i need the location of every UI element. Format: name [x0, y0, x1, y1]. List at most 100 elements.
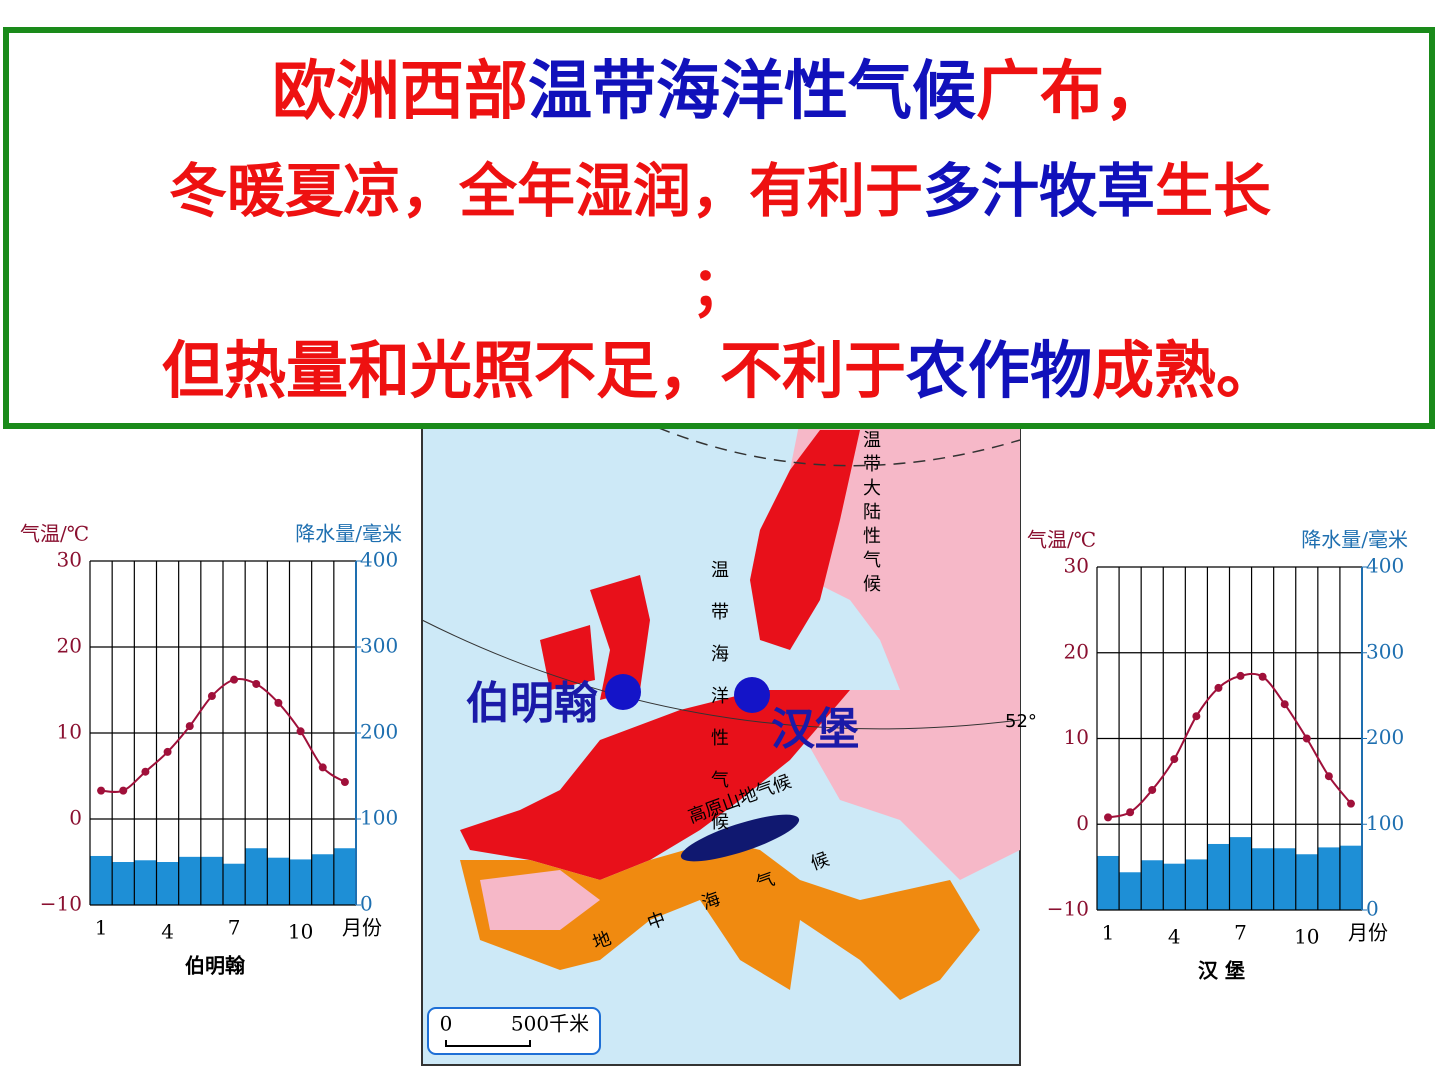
header-box: [3, 27, 1435, 429]
temperature-point: [1302, 734, 1311, 743]
precip-bar: [289, 859, 312, 905]
temperature-point: [252, 679, 261, 688]
maritime-label: 温带海洋性气候: [708, 560, 729, 854]
mediterranean-region: [460, 840, 980, 1000]
scale-box: [427, 1007, 601, 1055]
temperature-point: [185, 722, 194, 731]
x-tick-label: 4: [161, 920, 174, 944]
precip-bar: [333, 848, 356, 905]
latitude-line: [421, 619, 1021, 730]
header-segment: 广布，: [976, 55, 1168, 129]
x-tick-label: 4: [1168, 925, 1181, 949]
header-segment: 生长: [1155, 157, 1271, 225]
precip-bar: [1185, 859, 1208, 910]
temperature-point: [163, 747, 172, 756]
precip-bar: [1141, 860, 1164, 910]
y2-tick-label: 200: [360, 720, 398, 744]
x-tick-label: 1: [95, 916, 108, 940]
precip-bar: [1295, 854, 1318, 910]
x-tick-label: 7: [228, 916, 241, 940]
y-tick-label: 0: [1076, 811, 1089, 835]
scandinavia-coast: [750, 430, 860, 650]
temperature-point: [1258, 672, 1267, 681]
city-label: 汉堡: [771, 704, 859, 755]
y2-tick-label: 100: [1366, 811, 1404, 835]
scale-end: 500千米: [511, 1012, 589, 1036]
y2-axis-label: 降水量/毫米: [1301, 528, 1408, 552]
precip-bar: [1317, 847, 1340, 910]
highland-region: [680, 814, 800, 862]
y2-tick-label: 0: [1366, 897, 1379, 921]
map: 52° 温带大陆性气候 温带海洋性气候 高原山地气候 地中海气候 0 500千米…: [421, 399, 1037, 1066]
chart-title: 伯明翰: [185, 954, 245, 978]
x-tick-label: 10: [288, 920, 313, 944]
temperature-point: [1126, 808, 1135, 817]
y2-tick-label: 200: [1366, 725, 1404, 749]
latitude-label: 52°: [1005, 711, 1037, 732]
city-label: 伯明翰: [466, 678, 598, 729]
arctic-circle: [639, 419, 1021, 467]
precip-bar: [156, 862, 179, 905]
temperature-point: [230, 675, 239, 684]
x-tick-label: 10: [1294, 925, 1319, 949]
temperature-point: [97, 786, 106, 795]
x-tick-label: 7: [1234, 921, 1247, 945]
precip-bar: [245, 848, 268, 905]
header-segment: ；: [691, 254, 749, 322]
precip-bar: [178, 856, 201, 905]
precip-bar: [1163, 863, 1186, 910]
header-line: 但热量和光照不足，不利于农作物成熟。: [162, 334, 1278, 407]
y2-tick-label: 400: [1366, 554, 1404, 578]
header-segment: 冬暖夏凉，全年湿润，有利于: [169, 157, 923, 225]
y-tick-label: 30: [1064, 554, 1089, 578]
temperature-point: [1214, 683, 1223, 692]
temperature-point: [1148, 785, 1157, 794]
y2-tick-label: 0: [360, 892, 373, 916]
temperature-point: [1324, 772, 1333, 781]
y2-tick-label: 300: [360, 634, 398, 658]
precip-bar: [1229, 837, 1252, 910]
y2-tick-label: 100: [360, 806, 398, 830]
precip-bar: [1339, 845, 1362, 910]
temperature-point: [1192, 712, 1201, 721]
y-tick-label: 10: [57, 720, 82, 744]
temperature-point: [274, 698, 283, 707]
temperature-point: [340, 778, 349, 787]
y-axis-label: 气温/℃: [1027, 528, 1096, 552]
header-segment: 但热量和光照不足，不利于: [162, 334, 906, 407]
header-segment: 欧洲西部: [272, 55, 528, 129]
x-axis-label: 月份: [342, 916, 382, 940]
precip-bar: [134, 860, 157, 905]
y-tick-label: 30: [57, 548, 82, 572]
header-line: 欧洲西部温带海洋性气候广布，: [272, 55, 1168, 129]
precip-bar: [1207, 843, 1230, 910]
city-dot: [605, 674, 641, 710]
precip-bar: [90, 855, 113, 905]
header-segment: 农作物: [906, 334, 1092, 407]
temperature-point: [119, 786, 128, 795]
britain: [590, 575, 650, 700]
precip-bar: [267, 857, 290, 905]
temperature-point: [1280, 700, 1289, 709]
y-tick-label: 10: [1064, 725, 1089, 749]
header: 欧洲西部温带海洋性气候广布， 冬暖夏凉，全年湿润，有利于多汁牧草生长 ； 但热量和光照…: [162, 55, 1278, 408]
y-axis-label: 气温/℃: [20, 522, 89, 546]
header-segment: 温带海洋性气候: [528, 55, 977, 129]
continental-label: 温带大陆性气候: [860, 430, 881, 598]
temperature-point: [141, 767, 150, 776]
precip-bar: [112, 862, 135, 905]
maritime-region: [460, 690, 850, 880]
temperature-point: [207, 692, 216, 701]
precip-bar: [1251, 848, 1274, 910]
precip-bar: [223, 863, 246, 905]
precip-bar: [1097, 855, 1120, 910]
header-segment: 多汁牧草: [923, 157, 1155, 225]
temperature-point: [1236, 671, 1245, 680]
y-tick-label: −10: [40, 892, 82, 916]
ireland: [540, 625, 595, 690]
temperature-point: [296, 727, 305, 736]
iberia-interior: [480, 870, 600, 930]
scale-bar: [445, 1040, 531, 1047]
